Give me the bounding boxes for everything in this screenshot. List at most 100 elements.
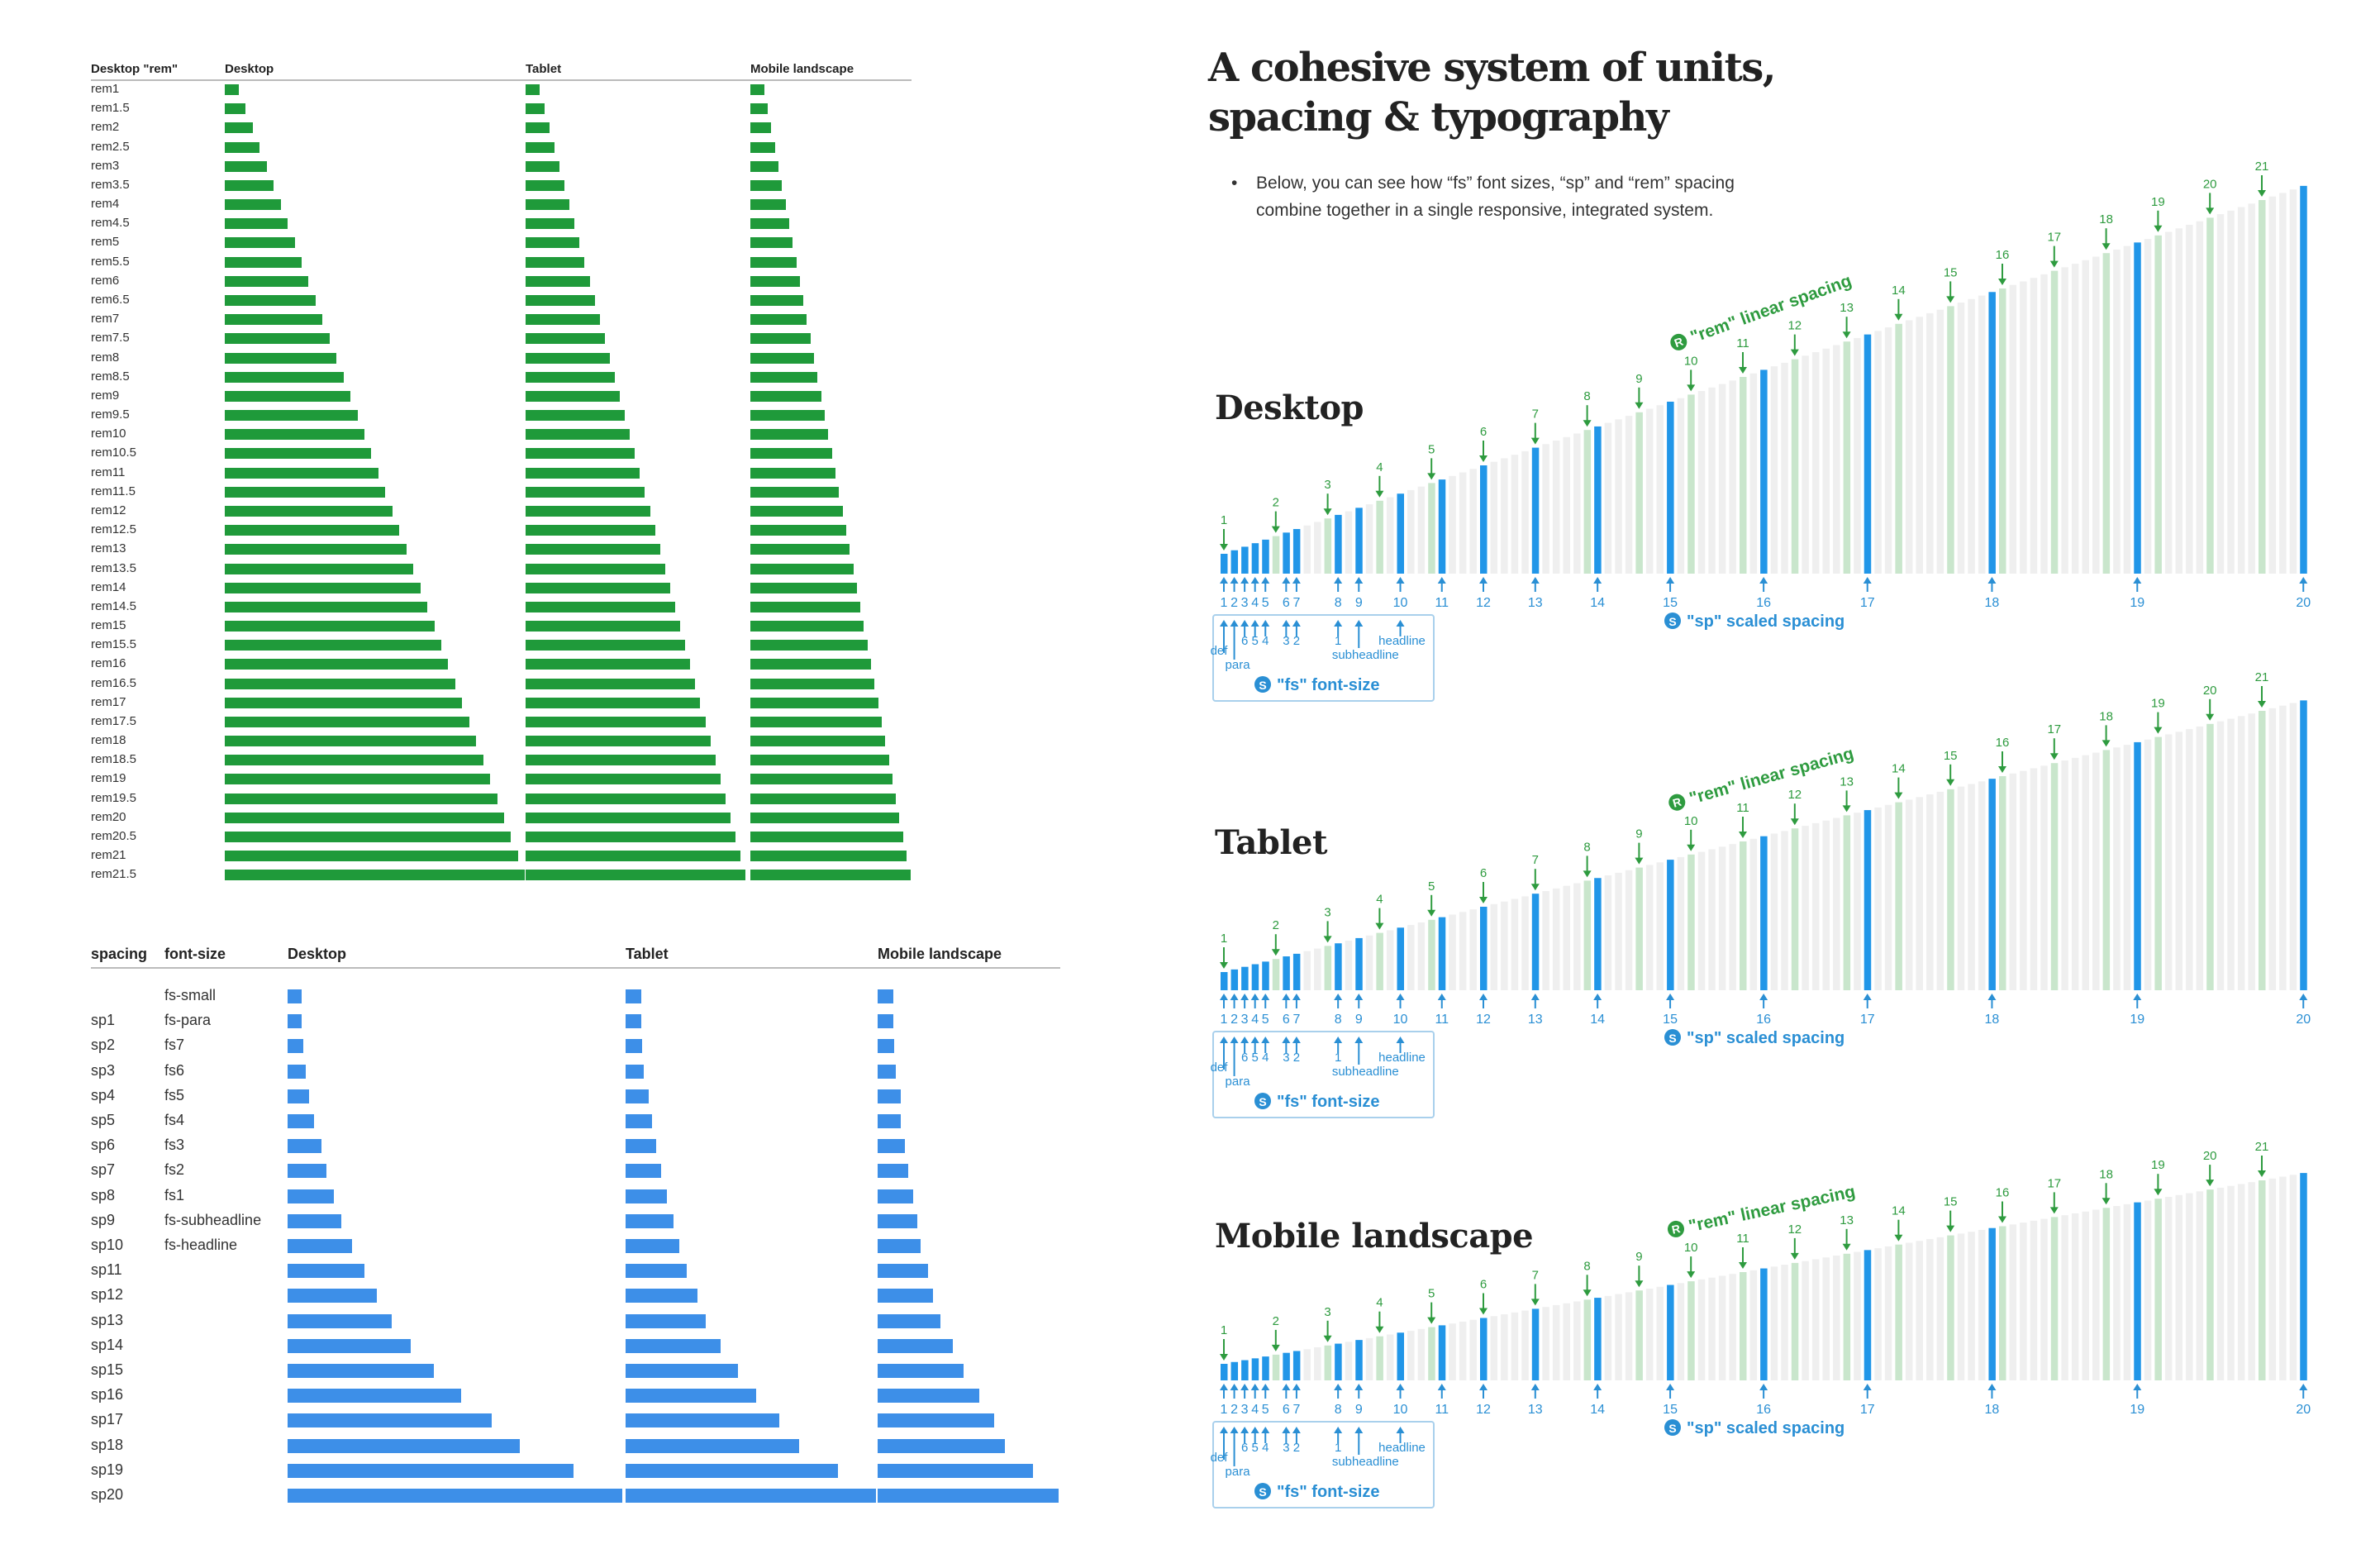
rem-arrowhead-icon: [1946, 779, 1955, 786]
rem-bar-mobile: [750, 218, 789, 230]
sp-label: 6: [1283, 1013, 1290, 1027]
rem-label: 19: [2151, 697, 2165, 711]
rem-bar: [1428, 483, 1435, 574]
rem-annotation: "rem" linear spacing: [1687, 1182, 1857, 1236]
grid-bar: [1697, 1279, 1706, 1380]
rem-bar-mobile: [750, 697, 878, 708]
rem-label: 12: [1787, 319, 1802, 333]
rem-label: 9: [1635, 372, 1642, 386]
rem-arrowhead-icon: [1479, 1308, 1488, 1315]
rem-arrowhead-icon: [1479, 897, 1488, 903]
rem-arrowhead-icon: [1739, 367, 1747, 374]
sp-bar: [1397, 1332, 1405, 1380]
rem-bar-tablet: [526, 390, 621, 402]
rem-bar: [1376, 932, 1383, 990]
sp-bar: [1335, 943, 1342, 990]
sp-arrowhead-icon: [1354, 1384, 1364, 1390]
rem-bar-mobile: [750, 525, 846, 536]
row-label: rem15: [91, 618, 126, 633]
sp-bar: [1335, 1343, 1342, 1380]
rem-bar-tablet: [526, 697, 701, 708]
sp-label: 16: [1756, 1013, 1771, 1027]
sp-bar: [1864, 334, 1872, 574]
grid-bar: [1573, 883, 1581, 990]
sp-label: 18: [1985, 1013, 2000, 1027]
rem-arrowhead-icon: [2258, 701, 2266, 708]
grid-bar: [1511, 455, 1519, 574]
grid-bar: [2009, 1224, 2017, 1380]
fs-arrowhead-icon: [1230, 1037, 1239, 1043]
grid-bar: [1490, 461, 1498, 574]
grid-bar: [1833, 345, 1840, 574]
rem-bar: [1947, 1235, 1954, 1380]
grid-bar: [1615, 872, 1622, 990]
fs-arrowhead-icon: [1261, 1427, 1270, 1433]
sp-bar-mobile: [878, 1213, 918, 1228]
grid-bar: [2186, 729, 2193, 990]
sp-bar: [1262, 961, 1269, 990]
grid-bar: [2030, 1220, 2038, 1380]
rem-bar: [1740, 841, 1747, 990]
sp-bar-desktop: [288, 1189, 334, 1203]
sp-label: 18: [1985, 1403, 2000, 1417]
sp-bar-desktop: [288, 1139, 321, 1154]
rem-label: 21: [2255, 1140, 2269, 1154]
sp-label: 20: [2296, 1403, 2311, 1417]
sp-arrowhead-icon: [1396, 577, 1405, 584]
spacing-label: sp14: [91, 1336, 124, 1353]
sp-label: 4: [1251, 1403, 1259, 1417]
rem-arrowhead-icon: [1375, 1326, 1384, 1333]
rem-arrowhead-icon: [2049, 1207, 2059, 1214]
sp-bar-mobile: [878, 1489, 1059, 1503]
grid-bar: [1905, 320, 1913, 574]
fs-label: 4: [1262, 1051, 1269, 1065]
sp-badge-icon: [1664, 1029, 1681, 1046]
rem-arrowhead-icon: [1323, 936, 1332, 943]
rem-arrowhead-icon: [1739, 832, 1747, 838]
grid-bar: [1386, 1334, 1394, 1380]
sp-bar-desktop: [288, 1489, 623, 1503]
spacing-label: sp7: [91, 1161, 116, 1179]
sp-label: 11: [1435, 1403, 1449, 1417]
font-size-label: fs7: [164, 1037, 185, 1054]
grid-bar: [1697, 851, 1706, 990]
sp-arrowhead-icon: [1759, 577, 1768, 584]
sp-arrowhead-icon: [1863, 1384, 1872, 1390]
sp-label: 20: [2296, 596, 2311, 610]
sp-label: 5: [1262, 1403, 1269, 1417]
grid-bar: [1625, 1292, 1633, 1380]
sp-bar-mobile: [878, 1338, 954, 1353]
sp-bar-tablet: [626, 1313, 706, 1328]
rem-label: 13: [1840, 1213, 1854, 1227]
sp-arrowhead-icon: [1530, 577, 1540, 584]
grid-bar: [1501, 1314, 1508, 1380]
rem-arrowhead-icon: [2154, 225, 2163, 232]
rem-label: 18: [2099, 1167, 2113, 1181]
grid-bar: [1916, 797, 1924, 990]
rem-arrowhead-icon: [1530, 884, 1540, 891]
rem-bar: [1791, 828, 1799, 990]
fs-arrowhead-icon: [1354, 1427, 1364, 1433]
rem-arrowhead-icon: [1790, 818, 1799, 826]
rem-bar-mobile: [750, 390, 821, 402]
rem-arrowhead-icon: [1946, 296, 1955, 303]
fs-legend-box: [1212, 1031, 1435, 1118]
rem-bar-desktop: [225, 199, 281, 211]
sp-label: 1: [1221, 1013, 1228, 1027]
fs-label: 2: [1293, 1441, 1300, 1455]
sp-bar-tablet: [626, 1438, 800, 1453]
sp-bar-mobile: [878, 1264, 929, 1279]
sp-bar-desktop: [288, 1438, 520, 1453]
rem-badge-icon: [1670, 333, 1687, 350]
rem-label: 4: [1376, 460, 1383, 474]
sp-arrowhead-icon: [1987, 577, 1997, 584]
sp-label: 9: [1355, 1403, 1363, 1417]
grid-bar: [1884, 1246, 1892, 1380]
rem-bar-tablet: [526, 582, 670, 593]
rem-bar-desktop: [225, 716, 469, 727]
rem-arrowhead-icon: [2049, 260, 2059, 268]
grid-bar: [2144, 739, 2152, 990]
grid-bar: [1749, 1270, 1758, 1380]
spacing-label: sp2: [91, 1037, 116, 1054]
